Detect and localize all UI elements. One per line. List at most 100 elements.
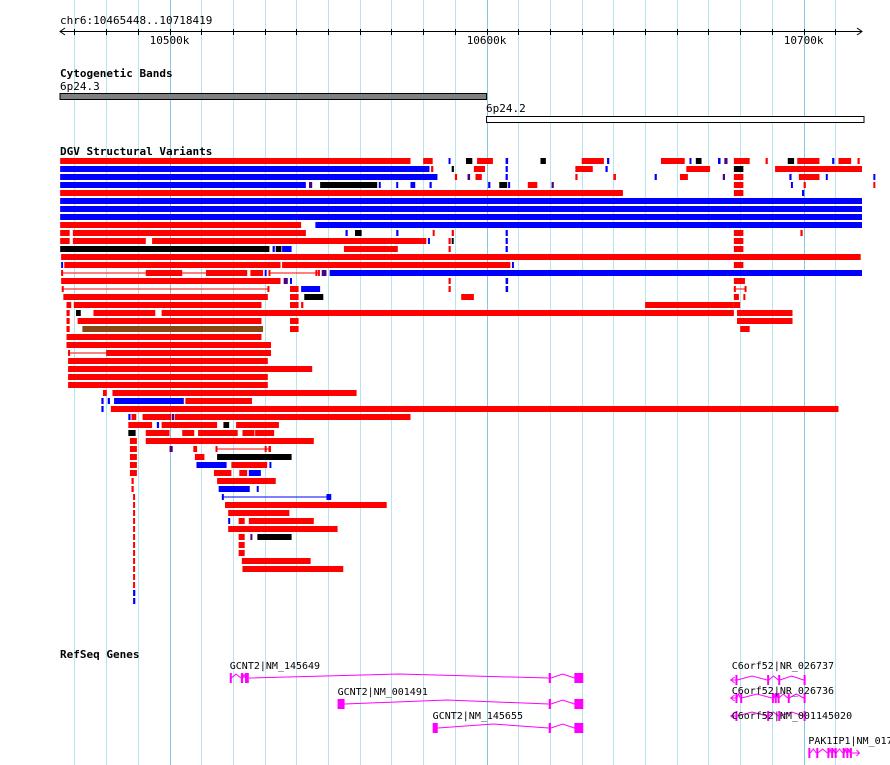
variant-feature: [290, 318, 299, 324]
variant-feature: [133, 526, 136, 532]
variant-feature: [429, 182, 432, 188]
variant-feature: [68, 374, 268, 380]
variant-feature: [505, 166, 508, 172]
variant-feature: [68, 358, 268, 364]
gene-label[interactable]: GCNT2|NM_001491: [337, 687, 428, 698]
gene-label[interactable]: C6orf52|NR_026736: [731, 686, 835, 697]
variant-feature: [60, 174, 438, 180]
gene-exon: [240, 673, 244, 683]
variant-feature: [156, 422, 160, 428]
gene-intron: [550, 699, 575, 705]
track-title-cytobands[interactable]: Cytogenetic Bands: [60, 67, 173, 80]
track-title-genes[interactable]: RefSeq Genes: [60, 648, 140, 661]
strand-arrow-left-icon: [729, 712, 736, 720]
variant-feature: [131, 478, 134, 484]
gene-exon: [244, 673, 249, 683]
track-title-variants[interactable]: DGV Structural Variants: [60, 145, 213, 158]
gene-exon: [778, 675, 781, 685]
variant-feature: [60, 158, 411, 164]
variant-feature: [733, 182, 744, 188]
variant-feature: [133, 582, 136, 588]
variant-feature: [551, 182, 554, 188]
variant-feature: [689, 158, 692, 164]
ruler-left-arrow-icon: [59, 27, 66, 36]
variant-feature: [737, 310, 793, 316]
variants-track: [60, 158, 876, 604]
gene-exon: [808, 748, 811, 758]
variant-feature: [345, 230, 348, 236]
variant-feature: [733, 294, 739, 300]
variant-feature: [238, 518, 245, 524]
variant-feature: [114, 398, 184, 404]
variant-feature: [465, 158, 473, 164]
gene-exon: [842, 748, 845, 758]
variant-feature: [194, 454, 205, 460]
variant-feature: [269, 462, 272, 468]
variant-feature: [315, 222, 862, 228]
gene-exon: [740, 693, 743, 703]
variant-feature: [838, 158, 852, 164]
variant-feature: [60, 246, 270, 252]
variant-feature: [743, 294, 746, 300]
gene-intron: [231, 673, 242, 679]
variant-feature: [66, 326, 70, 332]
variant-feature: [145, 270, 183, 276]
variant-feature: [329, 270, 862, 276]
gene-label[interactable]: PAK1IP1|NM_017906: [808, 736, 890, 747]
variant-feature: [268, 446, 271, 452]
gene-label[interactable]: C6orf52|NM_001145020: [731, 711, 853, 722]
variant-feature: [133, 558, 136, 564]
variant-feature: [575, 174, 578, 180]
gene-exon: [816, 748, 819, 758]
variant-feature: [248, 470, 261, 476]
variant-feature: [133, 534, 136, 540]
variant-feature: [283, 278, 288, 284]
variant-feature: [129, 454, 137, 460]
variant-feature: [66, 302, 72, 308]
variant-feature: [873, 174, 876, 180]
gene-intron: [437, 723, 549, 729]
variant-feature: [686, 166, 711, 172]
variant-feature: [61, 270, 64, 276]
variant-feature: [250, 270, 264, 276]
variant-feature: [76, 310, 81, 316]
variant-feature: [575, 166, 593, 172]
variant-feature: [60, 198, 862, 204]
gene-exon: [548, 723, 551, 733]
gene-exon: [574, 673, 584, 683]
variant-feature: [695, 158, 702, 164]
variant-feature: [740, 326, 750, 332]
variant-feature: [733, 238, 744, 244]
cytoband-6p24.2: [486, 116, 865, 123]
gene-label[interactable]: C6orf52|NR_026737: [731, 661, 835, 672]
variant-feature: [304, 294, 324, 300]
variant-feature: [505, 246, 508, 252]
variant-feature: [107, 398, 110, 404]
variant-feature: [461, 294, 474, 300]
variant-feature: [431, 166, 434, 172]
variant-feature: [540, 158, 546, 164]
variant-feature: [185, 398, 252, 404]
variant-cap: [268, 350, 271, 356]
variant-feature: [133, 494, 136, 500]
variant-feature: [131, 486, 134, 492]
variant-feature: [722, 174, 725, 180]
gene-label[interactable]: GCNT2|NM_145655: [432, 711, 523, 722]
variant-feature: [60, 214, 862, 220]
gene-exon: [432, 723, 438, 733]
gene-intron: [835, 748, 843, 754]
variant-cap: [68, 350, 71, 356]
gene-intron: [550, 673, 575, 679]
gene-intron: [817, 748, 828, 754]
variant-feature: [110, 406, 839, 412]
variant-feature: [129, 462, 137, 468]
variant-feature: [301, 302, 304, 308]
variant-feature: [737, 318, 793, 324]
variant-feature: [133, 566, 136, 572]
variant-feature: [451, 166, 454, 172]
variant-feature: [733, 262, 744, 268]
ruler-tick-label: 10700k: [783, 34, 824, 47]
gene-label[interactable]: GCNT2|NM_145649: [229, 661, 321, 672]
variant-feature: [802, 190, 805, 196]
